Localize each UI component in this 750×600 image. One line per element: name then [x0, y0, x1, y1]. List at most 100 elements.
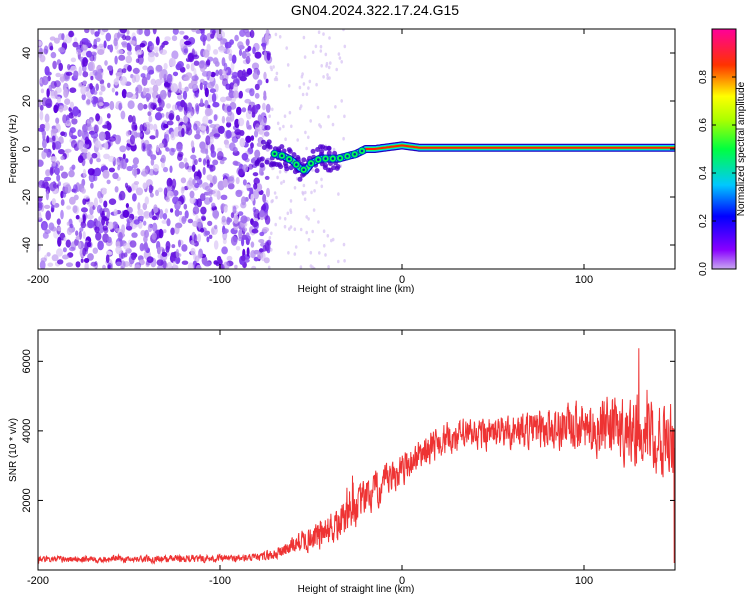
noise-blob — [303, 55, 307, 59]
noise-blob — [42, 138, 47, 149]
noise-blob — [193, 123, 198, 131]
noise-blob — [194, 133, 201, 140]
noise-blob — [200, 206, 207, 215]
noise-blob — [199, 125, 207, 131]
noise-blob — [244, 98, 251, 104]
noise-blob — [141, 76, 148, 87]
noise-blob — [212, 175, 218, 185]
noise-blob — [319, 49, 323, 53]
noise-blob — [133, 181, 140, 185]
noise-blob — [310, 190, 313, 195]
noise-blob — [177, 94, 183, 100]
noise-blob — [132, 168, 138, 176]
noise-blob — [265, 33, 269, 43]
noise-blob — [72, 41, 79, 48]
noise-blob — [299, 104, 303, 108]
noise-blob — [118, 54, 126, 61]
noise-blob — [338, 56, 342, 60]
noise-blob — [254, 104, 259, 113]
noise-blob — [278, 170, 282, 174]
noise-blob — [112, 172, 119, 180]
noise-blob — [115, 91, 119, 96]
noise-blob — [312, 208, 316, 212]
noise-blob — [127, 186, 132, 193]
noise-blob — [342, 136, 345, 141]
noise-blob — [245, 135, 252, 143]
noise-blob — [98, 96, 104, 103]
noise-blob — [81, 38, 89, 43]
noise-blob — [245, 110, 253, 120]
noise-blob — [115, 157, 120, 166]
noise-blob — [212, 209, 220, 219]
noise-blob — [99, 197, 103, 204]
noise-blob — [190, 140, 195, 149]
noise-blob — [275, 71, 279, 76]
noise-blob — [232, 205, 237, 214]
noise-blob — [75, 214, 80, 220]
noise-blob — [118, 231, 123, 242]
noise-blob — [120, 260, 126, 269]
noise-blob — [300, 74, 304, 79]
noise-blob — [324, 52, 328, 57]
noise-blob — [46, 88, 50, 98]
noise-blob — [68, 30, 74, 38]
noise-blob — [78, 241, 82, 249]
noise-blob — [271, 107, 274, 112]
noise-blob — [66, 205, 71, 210]
noise-blob — [302, 82, 306, 86]
noise-blob — [212, 159, 219, 166]
noise-blob — [239, 76, 247, 82]
noise-blob — [131, 75, 136, 83]
noise-blob — [94, 31, 100, 37]
noise-blob — [204, 87, 209, 98]
noise-blob — [284, 137, 287, 141]
noise-blob — [305, 215, 309, 219]
noise-blob — [67, 64, 71, 70]
noise-blob — [252, 172, 259, 177]
noise-blob — [173, 190, 179, 197]
noise-blob — [82, 198, 87, 206]
noise-blob — [40, 257, 47, 263]
noise-blob — [127, 100, 135, 110]
noise-blob — [166, 177, 173, 188]
noise-blob — [165, 147, 170, 152]
noise-blob — [78, 82, 82, 88]
noise-blob — [180, 99, 186, 108]
noise-blob — [131, 115, 136, 125]
noise-blob — [152, 222, 158, 232]
noise-blob — [337, 192, 340, 196]
colorbar-tick-label: 0.0 — [698, 262, 709, 276]
noise-blob — [151, 232, 157, 240]
noise-blob — [78, 130, 85, 136]
noise-blob — [235, 131, 241, 140]
snr-panel: -200 -100 0 100 2000 4000 6000 Height of strai… — [8, 329, 676, 595]
noise-blob — [199, 193, 206, 202]
noise-blob — [168, 57, 176, 67]
colorbar-ticks: 0.0 0.2 0.4 0.6 0.8 — [698, 70, 736, 276]
noise-blob — [311, 229, 315, 234]
noise-blob — [186, 180, 193, 190]
noise-blob — [53, 37, 60, 44]
noise-blob — [69, 101, 74, 109]
y-tick-label: 6000 — [21, 349, 33, 373]
noise-blob — [125, 91, 134, 98]
noise-blob — [117, 165, 121, 171]
noise-blob — [189, 196, 196, 204]
trace-halo — [320, 144, 326, 150]
noise-blob — [144, 29, 151, 37]
noise-blob — [156, 259, 164, 266]
noise-blob — [254, 149, 261, 158]
noise-blob — [64, 184, 72, 194]
noise-blob — [162, 166, 169, 173]
noise-blob — [119, 29, 127, 34]
noise-blob — [238, 168, 244, 177]
noise-blob — [254, 83, 260, 91]
noise-blob — [238, 117, 245, 127]
trace-core — [331, 144, 675, 160]
noise-blob — [148, 69, 155, 75]
noise-blob — [146, 144, 153, 151]
noise-blob — [121, 88, 127, 99]
noise-blob — [253, 182, 258, 190]
noise-blob — [193, 176, 200, 181]
